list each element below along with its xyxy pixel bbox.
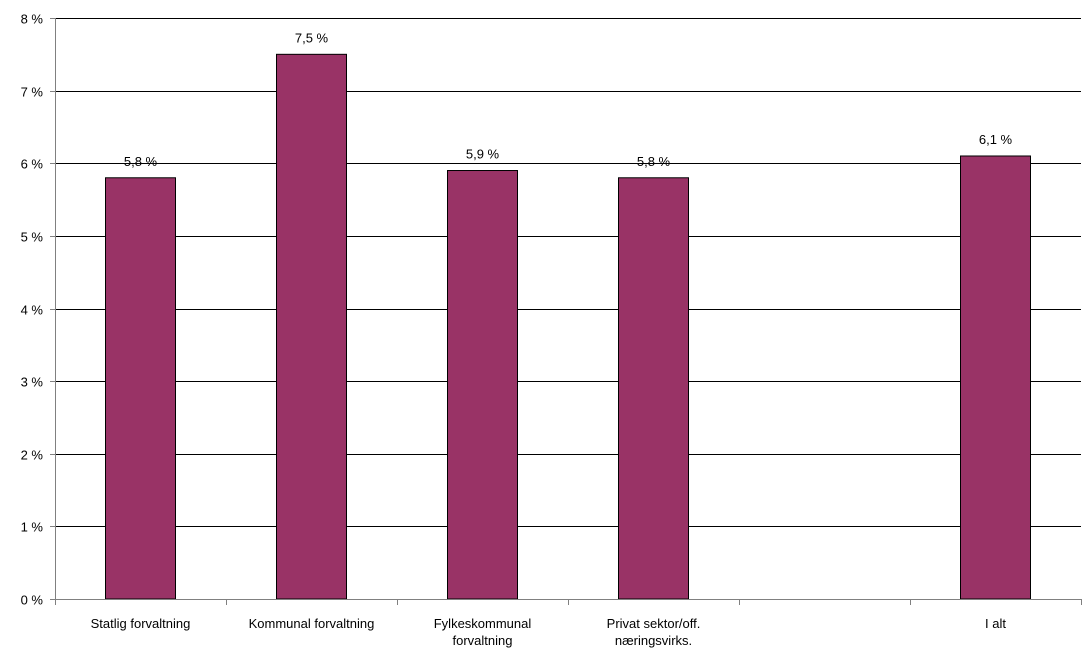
y-tick-label: 6 % — [21, 157, 44, 172]
bar — [447, 170, 518, 600]
x-tick-label: næringsvirks. — [615, 633, 692, 648]
y-tick-label: 7 % — [21, 85, 44, 100]
axes — [50, 18, 1082, 605]
y-tick-label: 4 % — [21, 303, 44, 318]
x-tick-label: forvaltning — [453, 633, 513, 648]
bars — [105, 53, 1031, 600]
data-label: 7,5 % — [295, 30, 329, 45]
x-tick-label: Kommunal forvaltning — [249, 616, 375, 631]
x-tick-label: Fylkeskommunal — [434, 616, 532, 631]
bar — [276, 53, 347, 600]
gridlines — [55, 18, 1081, 527]
y-tick-label: 2 % — [21, 448, 44, 463]
y-tick-label: 8 % — [21, 12, 44, 27]
bar — [105, 177, 176, 600]
y-tick-label: 1 % — [21, 520, 44, 535]
y-tick-label: 0 % — [21, 593, 44, 608]
data-label: 5,8 % — [124, 154, 158, 169]
bar — [960, 155, 1031, 600]
x-tick-label: I alt — [985, 616, 1006, 631]
data-labels: 5,8 % 7,5 % 5,9 % 5,8 % 6,1 % — [124, 30, 1013, 168]
y-tick-label: 3 % — [21, 375, 44, 390]
x-tick-labels: Statlig forvaltning Kommunal forvaltning F… — [91, 616, 1007, 648]
x-tick-label: Privat sektor/off. — [607, 616, 701, 631]
data-label: 5,9 % — [466, 147, 500, 162]
x-tick-label: Statlig forvaltning — [91, 616, 191, 631]
y-tick-labels: 0 % 1 % 2 % 3 % 4 % 5 % 6 % 7 % 8 % — [21, 12, 44, 608]
data-label: 5,8 % — [637, 154, 671, 169]
bar — [618, 177, 689, 600]
y-tick-label: 5 % — [21, 230, 44, 245]
data-label: 6,1 % — [979, 132, 1013, 147]
